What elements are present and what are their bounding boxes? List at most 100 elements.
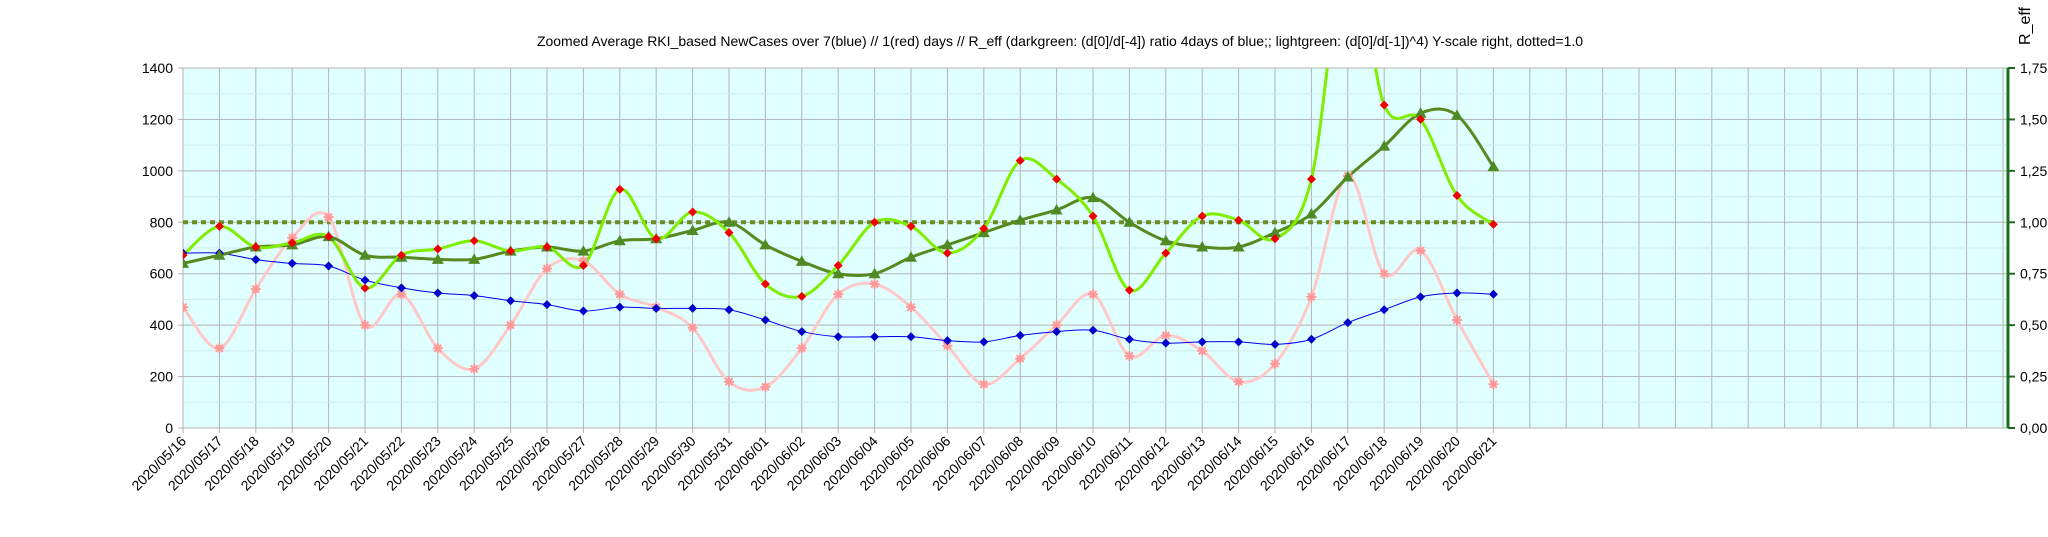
series-2-point xyxy=(396,250,406,260)
series-1-point xyxy=(1197,345,1208,356)
series-0-point xyxy=(906,332,916,342)
series-0-point xyxy=(615,302,625,312)
series-2-point xyxy=(1161,248,1171,258)
series-0-point xyxy=(542,300,552,310)
series-2-point xyxy=(469,236,479,246)
series-2-point xyxy=(251,242,261,252)
series-0-point xyxy=(1161,338,1171,348)
series-0-point xyxy=(797,327,807,337)
series-2-point xyxy=(360,283,370,293)
series-0-point xyxy=(287,258,297,268)
series-3-point xyxy=(1341,171,1354,182)
series-2-point xyxy=(1234,215,1244,225)
series-3-point xyxy=(941,238,954,250)
series-2-point xyxy=(214,221,224,231)
y2-tick-label: 1,25 xyxy=(2020,163,2047,179)
series-0-point xyxy=(1052,327,1062,337)
y2-tick-label: 1,50 xyxy=(2020,111,2047,127)
series-3-point xyxy=(1123,216,1136,227)
series-1-point xyxy=(360,320,370,331)
series-2-point xyxy=(1270,234,1280,244)
y2-tick-label: 1,00 xyxy=(2020,214,2047,230)
series-0-point xyxy=(1343,318,1353,328)
series-1-point xyxy=(906,302,916,313)
series-1-point xyxy=(1379,268,1390,279)
series-3-point xyxy=(1087,191,1099,203)
series-0-point xyxy=(469,291,479,301)
y-tick-label: 200 xyxy=(150,369,174,385)
series-3-point xyxy=(1487,160,1500,172)
markers-layer xyxy=(183,100,1500,392)
series-2-point xyxy=(651,234,661,244)
series-2-point xyxy=(433,244,443,254)
series-1-point xyxy=(505,320,516,331)
series-0-point xyxy=(688,303,698,313)
series-1-point xyxy=(978,379,989,390)
series-2-point xyxy=(833,260,843,270)
series-1-point xyxy=(432,343,443,354)
series-3-point xyxy=(431,253,444,264)
chart-title: Zoomed Average RKI_based NewCases over 7… xyxy=(537,33,1583,49)
series-1-point xyxy=(1488,379,1499,390)
series-3-point xyxy=(183,257,189,268)
series-1-point xyxy=(542,263,552,274)
series-3-point xyxy=(905,251,917,262)
series-2-point xyxy=(979,223,989,233)
series-2-point xyxy=(287,238,297,248)
series-1-point xyxy=(796,343,807,354)
series-3-point xyxy=(613,234,626,246)
series-3-point xyxy=(1050,203,1063,215)
y2-axis-title: R_eff xyxy=(2017,6,2034,45)
y-tick-label: 1000 xyxy=(142,163,173,179)
y-tick-label: 800 xyxy=(150,214,174,230)
series-2-point xyxy=(906,221,916,231)
series-1-point xyxy=(214,343,225,354)
series-0-point xyxy=(651,303,661,313)
series-1-point xyxy=(469,363,480,374)
series-0-point xyxy=(433,288,443,298)
series-3-point xyxy=(832,267,845,279)
axes xyxy=(182,68,2010,429)
series-2-point xyxy=(1488,219,1498,229)
series-0-point xyxy=(870,332,880,342)
y2-tick-label: 0,00 xyxy=(2020,420,2047,436)
series-1-point xyxy=(614,289,625,300)
y-tick-label: 1400 xyxy=(142,60,173,76)
series-1-point xyxy=(1415,245,1426,256)
series-0-point xyxy=(578,306,588,316)
series-1-point xyxy=(760,381,771,392)
series-0-point xyxy=(1015,330,1025,340)
series-0-point xyxy=(1234,337,1244,347)
series-0-point xyxy=(506,296,516,306)
series-2-point xyxy=(506,246,516,256)
series-3-point xyxy=(1451,109,1463,120)
series-3-point xyxy=(1378,140,1391,151)
series-1-point xyxy=(724,376,734,387)
series-1-point xyxy=(1452,315,1462,325)
series-3-point xyxy=(1014,214,1027,225)
series-1-point xyxy=(1306,291,1317,302)
series-3-point xyxy=(213,249,226,260)
series-0-point xyxy=(360,275,370,285)
series-3-point xyxy=(577,245,590,256)
y2-tick-label: 0,25 xyxy=(2020,369,2047,385)
series-1-point xyxy=(1270,358,1280,369)
y-tick-label: 1200 xyxy=(142,111,173,127)
series-0-point xyxy=(1124,334,1134,344)
series-0-point xyxy=(1452,288,1462,298)
series-0-point xyxy=(724,305,734,315)
series-2-point xyxy=(1452,191,1462,201)
series-2-point xyxy=(724,228,734,238)
y-tick-label: 400 xyxy=(150,317,174,333)
y-tick-label: 600 xyxy=(150,266,174,282)
series-2-point xyxy=(1015,156,1025,166)
series-2-point xyxy=(324,232,334,242)
y-tick-label: 0 xyxy=(165,420,173,436)
series-1-point xyxy=(396,289,407,300)
series-0-point xyxy=(1379,305,1389,315)
series-2-point xyxy=(578,260,588,270)
series-0-point xyxy=(979,337,989,347)
series-2-point xyxy=(1124,285,1134,295)
series-1-point xyxy=(942,340,953,351)
